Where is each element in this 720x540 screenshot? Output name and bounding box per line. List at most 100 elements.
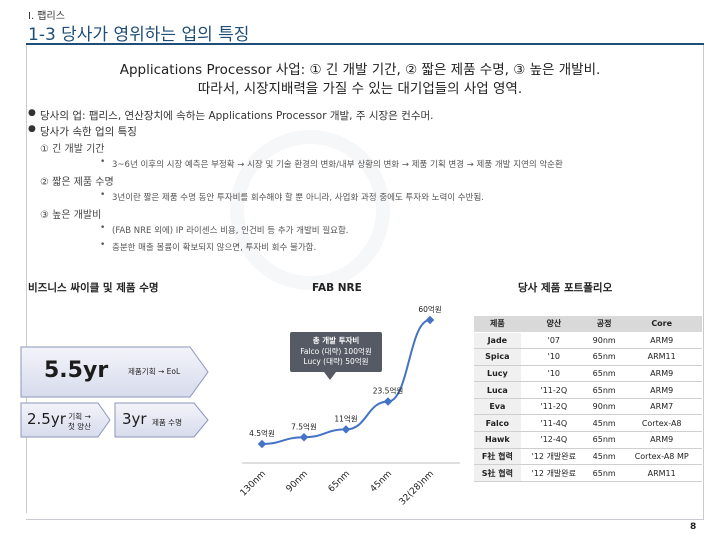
- product-name-cell: Jade: [474, 332, 521, 350]
- callout-title: 총 개발 투자비: [312, 336, 360, 345]
- sub-bullet-high-cost: ③ 높은 개발비: [40, 210, 102, 221]
- table-cell: ARM7: [621, 398, 702, 416]
- slide-title: 1-3 당사가 영위하는 업의 특징: [28, 25, 250, 45]
- table-cell: Cortex-A8 MP: [621, 448, 702, 466]
- column-header-production: 양산: [520, 316, 587, 333]
- page-number: 8: [690, 522, 697, 532]
- frame-bottom-border: [26, 519, 704, 520]
- product-name-cell: F社 협력: [474, 448, 521, 466]
- title-divider: [26, 43, 704, 45]
- portfolio-table: 제품 양산 공정 Core Jade '07 90nm ARM9 Spica '10 65n…: [474, 316, 702, 482]
- data-label: 11억원: [334, 414, 357, 423]
- bullet-list: 당사의 업: 팹리스, 연산장치에 속하는 Applications Proce…: [28, 108, 708, 256]
- callout-line-2: Lucy (대략) 50억원: [303, 357, 369, 366]
- table-cell: ARM9: [621, 365, 702, 383]
- table-row: S社 협력 '12 개발완료 65nm ARM11: [474, 464, 702, 482]
- detail-long-dev: 3~6년 이후의 시장 예측은 부정확 → 시장 및 기술 환경의 변화/내부 …: [28, 156, 708, 173]
- product-name-cell: Eva: [474, 398, 521, 416]
- section-label: I. 팹리스: [28, 11, 65, 22]
- detail-short-life: 3년이란 짧은 제품 수명 동안 투자비를 회수해야 할 뿐 아니라, 사업화 …: [28, 189, 708, 206]
- x-tick-label: 45nm: [369, 469, 394, 494]
- life-duration-label: 제품 수명: [152, 418, 182, 427]
- column-header-product: 제품: [474, 316, 521, 333]
- data-point: [341, 425, 351, 434]
- data-point: [383, 397, 393, 406]
- table-row: Luca '11-2Q 65nm ARM9: [474, 381, 702, 399]
- dev-label-line-1: 기획 →: [68, 412, 91, 421]
- table-cell: 90nm: [586, 332, 622, 350]
- lifecycle-heading: 비즈니스 싸이클 및 제품 수명: [28, 282, 159, 294]
- series-line: [261, 319, 431, 445]
- sub-bullet-long-dev: ① 긴 개발 기간: [40, 144, 105, 155]
- table-cell: '10: [520, 365, 587, 383]
- product-name-cell: Lucy: [474, 365, 521, 383]
- total-arrow-shape: [20, 346, 209, 398]
- headline-line-1: Applications Processor 사업: ① 긴 개발 기간, ② …: [119, 62, 601, 78]
- x-tick-label: 90nm: [285, 469, 310, 494]
- product-name-cell: S社 협력: [474, 464, 521, 482]
- table-cell: '11-2Q: [520, 381, 587, 399]
- data-label: 23.5억원: [373, 387, 404, 396]
- table-cell: ARM9: [621, 431, 702, 449]
- table-cell: '07: [520, 332, 587, 350]
- dev-label-line-2: 첫 양산: [68, 422, 92, 431]
- sub-bullet-short-life: ② 짧은 제품 수명: [40, 177, 114, 188]
- table-cell: 65nm: [586, 348, 622, 366]
- table-cell: '12 개발완료: [520, 448, 587, 466]
- x-tick-label: 130nm: [239, 469, 268, 498]
- table-cell: Cortex-A8: [621, 414, 702, 433]
- product-name-cell: Falco: [474, 414, 521, 433]
- table-cell: 90nm: [586, 398, 622, 416]
- table-cell: 65nm: [586, 381, 622, 399]
- table-cell: '11-2Q: [520, 398, 587, 416]
- table-cell: 45nm: [586, 414, 622, 433]
- data-point: [299, 433, 309, 442]
- data-label: 60억원: [418, 305, 441, 314]
- callout-line-1: Falco (대략) 100억원: [300, 346, 372, 356]
- table-cell: ARM11: [621, 348, 702, 366]
- detail-high-cost-2: 충분한 매출 볼륨이 확보되지 않으면, 투자비 회수 불가함.: [28, 239, 708, 256]
- life-duration: 3yr: [122, 410, 147, 428]
- table-cell: 65nm: [586, 464, 622, 482]
- chart-title: FAB NRE: [312, 282, 362, 294]
- table-row: F社 협력 '12 개발완료 45nm Cortex-A8 MP: [474, 448, 702, 466]
- callout-pointer: [324, 372, 336, 380]
- data-point: [425, 315, 435, 325]
- frame-right-border: [703, 45, 704, 520]
- life-arrow-shape: [114, 402, 209, 438]
- data-point: [257, 439, 267, 449]
- portfolio-heading: 당사 제품 포트폴리오: [518, 282, 613, 294]
- detail-high-cost-1: (FAB NRE 외에) IP 라이센스 비용, 인건비 등 추가 개발비 필요…: [28, 222, 708, 239]
- column-header-core: Core: [621, 316, 702, 333]
- investment-callout: 총 개발 투자비 Falco (대략) 100억원 Lucy (대략) 50억원: [290, 332, 382, 372]
- table-row: Falco '11-4Q 45nm Cortex-A8: [474, 414, 702, 433]
- table-cell: '12 개발완료: [520, 464, 587, 482]
- dev-arrow-shape: [20, 402, 111, 438]
- table-cell: ARM11: [621, 464, 702, 482]
- product-name-cell: Spica: [474, 348, 521, 366]
- product-name-cell: Luca: [474, 381, 521, 399]
- dev-duration-label: 기획 → 첫 양산: [68, 412, 91, 432]
- table-cell: ARM9: [621, 332, 702, 350]
- dev-duration: 2.5yr: [27, 410, 66, 428]
- table-cell: ARM9: [621, 381, 702, 399]
- fab-nre-chart: 4.5억원 130nm 7.5억원 90nm 11억원 65nm 23.5억원 45nm 60억…: [239, 305, 460, 508]
- table-cell: '12-4Q: [520, 431, 587, 449]
- column-header-process: 공정: [586, 316, 622, 333]
- data-label: 7.5억원: [291, 422, 317, 431]
- data-label: 4.5억원: [249, 429, 275, 438]
- table-cell: 65nm: [586, 431, 622, 449]
- table-row: Jade '07 90nm ARM9: [474, 332, 702, 350]
- table-cell: 65nm: [586, 365, 622, 383]
- total-duration-label: 제품기획 → EoL: [128, 367, 181, 376]
- headline-line-2: 따라서, 시장지배력을 가질 수 있는 대기업들의 사업 영역.: [197, 81, 523, 97]
- table-row: Spica '10 65nm ARM11: [474, 348, 702, 366]
- x-tick-label: 65nm: [327, 469, 352, 494]
- product-name-cell: Hawk: [474, 431, 521, 449]
- table-header-row: 제품 양산 공정 Core: [474, 316, 702, 333]
- table-row: Hawk '12-4Q 65nm ARM9: [474, 431, 702, 449]
- table-row: Lucy '10 65nm ARM9: [474, 365, 702, 383]
- table-cell: '10: [520, 348, 587, 366]
- table-row: Eva '11-2Q 90nm ARM7: [474, 398, 702, 416]
